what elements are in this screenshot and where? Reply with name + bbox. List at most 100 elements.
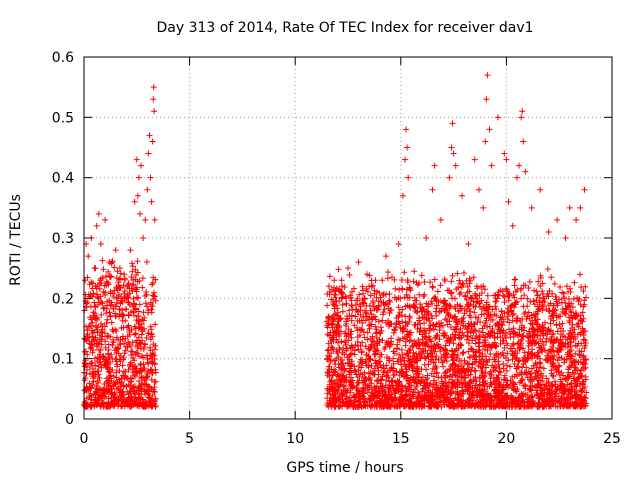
data-point [85, 323, 92, 330]
data-point [331, 277, 338, 284]
data-point [148, 331, 155, 338]
data-point [137, 339, 144, 346]
data-point [566, 330, 573, 337]
data-point [122, 317, 129, 324]
data-point [109, 366, 116, 373]
data-point [149, 281, 156, 288]
data-point [130, 281, 137, 288]
data-point [134, 294, 141, 301]
data-point [510, 341, 517, 348]
data-point [113, 369, 120, 376]
data-point [89, 327, 96, 334]
data-point [335, 354, 342, 361]
data-point [402, 322, 409, 329]
data-point [124, 344, 131, 351]
data-point [135, 334, 142, 341]
data-point [105, 395, 112, 402]
data-point [578, 348, 585, 355]
data-point [125, 339, 132, 346]
data-point [582, 339, 589, 346]
data-point [137, 361, 144, 368]
data-point [135, 308, 142, 315]
data-point [534, 292, 541, 299]
data-point [495, 358, 502, 365]
data-point [97, 241, 104, 248]
data-point [505, 297, 512, 304]
data-point [472, 367, 479, 374]
data-point [91, 303, 98, 310]
data-point [537, 336, 544, 343]
data-point [126, 395, 133, 402]
data-point [474, 285, 481, 292]
data-point [460, 270, 467, 277]
data-point [456, 277, 463, 284]
data-point [145, 391, 152, 398]
data-point [557, 325, 564, 332]
data-point [135, 313, 142, 320]
data-point [134, 344, 141, 351]
data-point [105, 351, 112, 358]
data-point [335, 266, 342, 273]
chart-title: Day 313 of 2014, Rate Of TEC Index for r… [156, 20, 533, 36]
data-point [521, 311, 528, 318]
data-point [143, 288, 150, 295]
data-point [110, 305, 117, 312]
data-point [366, 283, 373, 290]
data-point [414, 281, 421, 288]
data-point [113, 299, 120, 306]
data-point [367, 356, 374, 363]
data-point [446, 366, 453, 373]
data-point [86, 380, 93, 387]
data-point [97, 346, 104, 353]
data-point [114, 268, 121, 275]
data-point [121, 400, 128, 407]
data-point [393, 321, 400, 328]
data-point [464, 283, 471, 290]
data-point [139, 328, 146, 335]
data-point [506, 319, 513, 326]
data-point [149, 138, 156, 145]
data-point [557, 376, 564, 383]
data-point [105, 355, 112, 362]
data-point [367, 292, 374, 299]
data-point [119, 372, 126, 379]
data-point [136, 301, 143, 308]
data-point [107, 313, 114, 320]
data-point [134, 192, 141, 199]
data-point [151, 108, 158, 115]
data-point [510, 291, 517, 298]
data-point [138, 373, 145, 380]
data-point [89, 359, 96, 366]
data-point [96, 359, 103, 366]
data-point [87, 314, 94, 321]
data-point [361, 334, 368, 341]
data-point [136, 340, 143, 347]
data-point [578, 388, 585, 395]
data-point [111, 381, 118, 388]
data-point [494, 295, 501, 302]
data-point [125, 322, 132, 329]
data-point [121, 290, 128, 297]
data-point [114, 346, 121, 353]
data-point [457, 289, 464, 296]
data-point [332, 294, 339, 301]
data-point [92, 390, 99, 397]
data-point [120, 391, 127, 398]
data-point [566, 348, 573, 355]
data-point [150, 388, 157, 395]
data-point [136, 210, 143, 217]
data-point [482, 369, 489, 376]
data-point [150, 84, 157, 91]
data-point [379, 277, 386, 284]
data-point [568, 309, 575, 316]
data-point [81, 398, 88, 405]
data-point [123, 343, 130, 350]
data-point [138, 331, 145, 338]
data-point [92, 362, 99, 369]
data-point [94, 316, 101, 323]
data-point [140, 309, 147, 316]
data-point [134, 258, 141, 265]
data-point [89, 342, 96, 349]
data-point [421, 291, 428, 298]
data-point [437, 348, 444, 355]
